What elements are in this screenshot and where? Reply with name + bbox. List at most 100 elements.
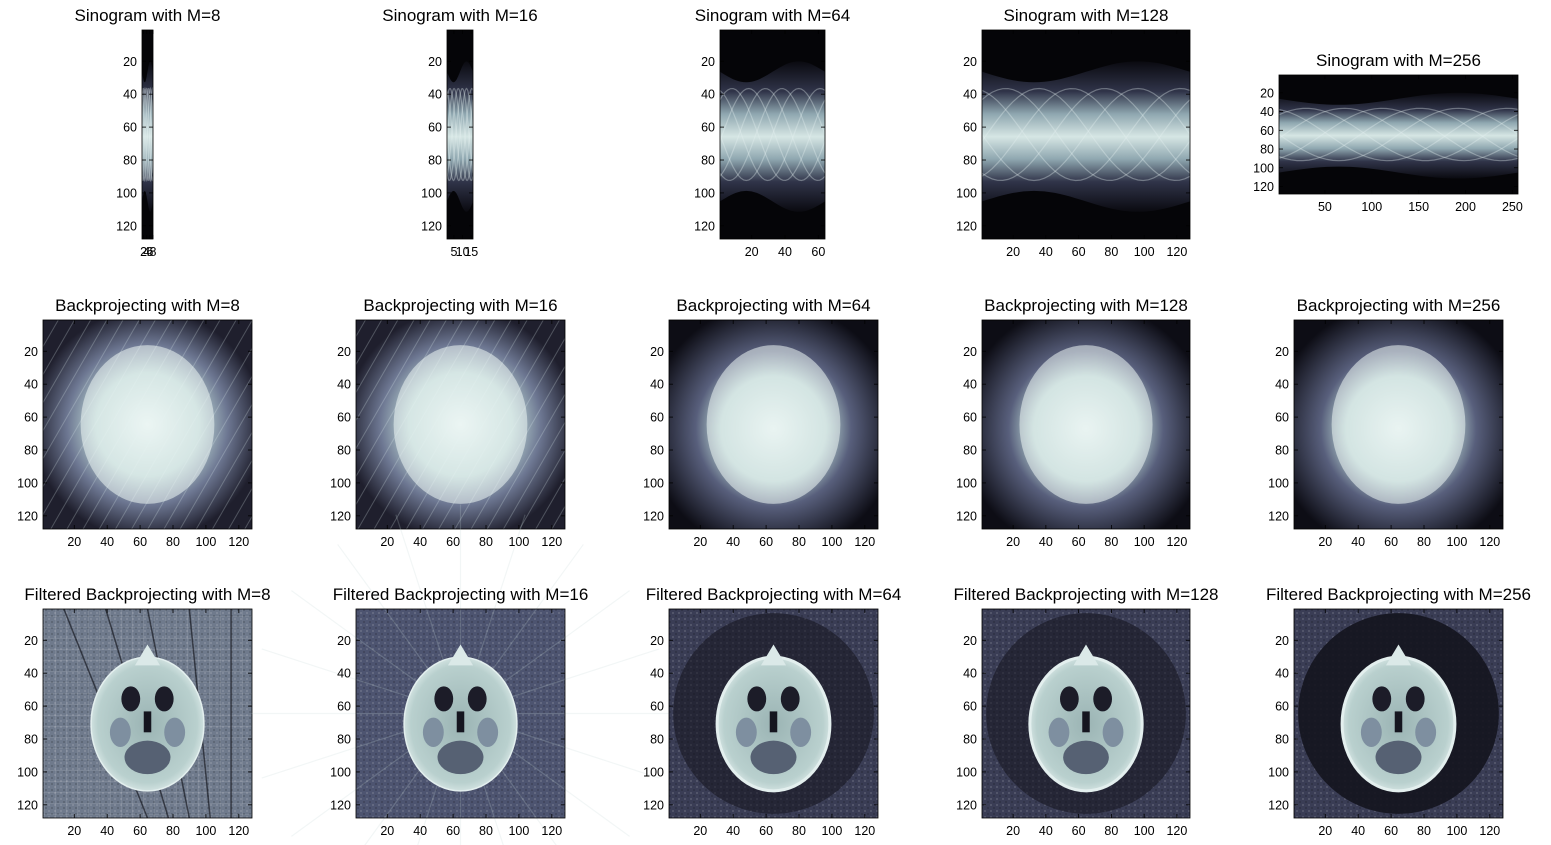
y-tick-label: 100 (956, 765, 977, 779)
x-tick-label: 80 (792, 824, 806, 838)
x-tick-label: 60 (1384, 535, 1398, 549)
y-tick-label: 120 (694, 219, 715, 233)
x-tick-label: 80 (479, 535, 493, 549)
panel-title: Backprojecting with M=256 (1297, 296, 1501, 315)
y-tick-label: 120 (1268, 509, 1289, 523)
x-tick-label: 60 (133, 535, 147, 549)
y-tick-label: 120 (1253, 180, 1274, 194)
y-tick-label: 40 (650, 667, 664, 681)
panel-title: Filtered Backprojecting with M=128 (953, 585, 1218, 604)
axes-frame (668, 608, 879, 819)
y-tick-label: 60 (650, 700, 664, 714)
y-tick-label: 20 (1275, 345, 1289, 359)
x-tick-label: 60 (811, 245, 825, 259)
y-tick-label: 60 (963, 411, 977, 425)
axes-frame (355, 319, 566, 530)
y-tick-label: 20 (24, 634, 38, 648)
y-tick-label: 20 (428, 55, 442, 69)
x-tick-label: 40 (1039, 245, 1053, 259)
x-tick-label: 10 (456, 245, 470, 259)
x-tick-label: 120 (228, 535, 249, 549)
y-tick-label: 20 (24, 345, 38, 359)
y-tick-label: 60 (963, 700, 977, 714)
axes-frame (355, 608, 566, 819)
x-tick-label: 40 (1351, 535, 1365, 549)
panel-title: Sinogram with M=16 (382, 6, 537, 25)
y-tick-label: 120 (1268, 798, 1289, 812)
y-tick-label: 100 (694, 186, 715, 200)
y-tick-label: 80 (963, 154, 977, 168)
x-tick-label: 120 (854, 824, 875, 838)
y-tick-label: 80 (963, 733, 977, 747)
x-tick-label: 80 (166, 535, 180, 549)
x-tick-label: 20 (1318, 535, 1332, 549)
x-tick-label: 4 (143, 245, 150, 259)
y-tick-label: 80 (24, 444, 38, 458)
x-tick-label: 80 (1417, 824, 1431, 838)
y-tick-label: 100 (330, 476, 351, 490)
y-tick-label: 20 (650, 345, 664, 359)
x-tick-label: 20 (67, 824, 81, 838)
panel-filtered-12: Filtered Backprojecting with M=64 20 40 60 8… (643, 585, 901, 838)
x-tick-label: 40 (1039, 824, 1053, 838)
head-blur (393, 345, 528, 504)
panel-filtered-10: Filtered Backprojecting with M=8 20 40 60 80… (17, 585, 270, 838)
x-tick-label: 20 (67, 535, 81, 549)
x-tick-label: 20 (380, 535, 394, 549)
y-tick-label: 20 (650, 634, 664, 648)
x-tick-label: 120 (1166, 245, 1187, 259)
x-tick-label: 100 (1134, 245, 1155, 259)
panel-title: Filtered Backprojecting with M=16 (333, 585, 589, 604)
x-tick-label: 20 (380, 824, 394, 838)
x-tick-label: 40 (726, 535, 740, 549)
x-tick-label: 40 (726, 824, 740, 838)
panel-sinogram-4: Sinogram with M=256 20 40 60 80 100 120 50 100 15… (1253, 51, 1523, 214)
y-tick-label: 60 (1275, 411, 1289, 425)
y-tick-label: 120 (17, 798, 38, 812)
y-tick-label: 20 (337, 345, 351, 359)
y-tick-label: 100 (330, 765, 351, 779)
y-tick-label: 60 (701, 121, 715, 135)
panel-title: Sinogram with M=128 (1004, 6, 1169, 25)
x-tick-label: 60 (1072, 535, 1086, 549)
y-tick-label: 120 (330, 798, 351, 812)
y-tick-label: 120 (643, 798, 664, 812)
axes-frame (668, 319, 879, 530)
x-tick-label: 15 (464, 245, 478, 259)
x-tick-label: 100 (508, 535, 529, 549)
axes-frame (141, 29, 154, 240)
x-tick-label: 50 (1318, 200, 1332, 214)
x-tick-label: 60 (759, 824, 773, 838)
x-tick-label: 150 (1408, 200, 1429, 214)
x-tick-label: 60 (1384, 824, 1398, 838)
y-tick-label: 80 (337, 444, 351, 458)
y-tick-label: 120 (421, 219, 442, 233)
y-tick-label: 40 (963, 667, 977, 681)
y-tick-label: 40 (123, 88, 137, 102)
y-tick-label: 80 (1260, 143, 1274, 157)
y-tick-label: 40 (963, 378, 977, 392)
x-tick-label: 120 (1479, 535, 1500, 549)
y-tick-label: 100 (17, 765, 38, 779)
y-tick-label: 120 (956, 798, 977, 812)
axes-frame (719, 29, 826, 240)
panel-backprojection-5: Backprojecting with M=8 20 40 60 80 100 120 20 4… (17, 296, 253, 549)
x-tick-label: 100 (1134, 824, 1155, 838)
y-tick-label: 100 (116, 186, 137, 200)
x-tick-label: 120 (541, 535, 562, 549)
x-tick-label: 120 (541, 824, 562, 838)
x-tick-label: 20 (693, 535, 707, 549)
y-tick-label: 120 (17, 509, 38, 523)
y-tick-label: 40 (701, 88, 715, 102)
y-tick-label: 40 (1275, 378, 1289, 392)
y-tick-label: 60 (1260, 124, 1274, 138)
x-tick-label: 40 (1351, 824, 1365, 838)
x-tick-label: 80 (1104, 245, 1118, 259)
y-tick-label: 20 (337, 634, 351, 648)
sinogram-band (142, 61, 153, 212)
x-tick-label: 100 (1134, 535, 1155, 549)
y-tick-label: 120 (116, 219, 137, 233)
y-tick-label: 40 (24, 378, 38, 392)
